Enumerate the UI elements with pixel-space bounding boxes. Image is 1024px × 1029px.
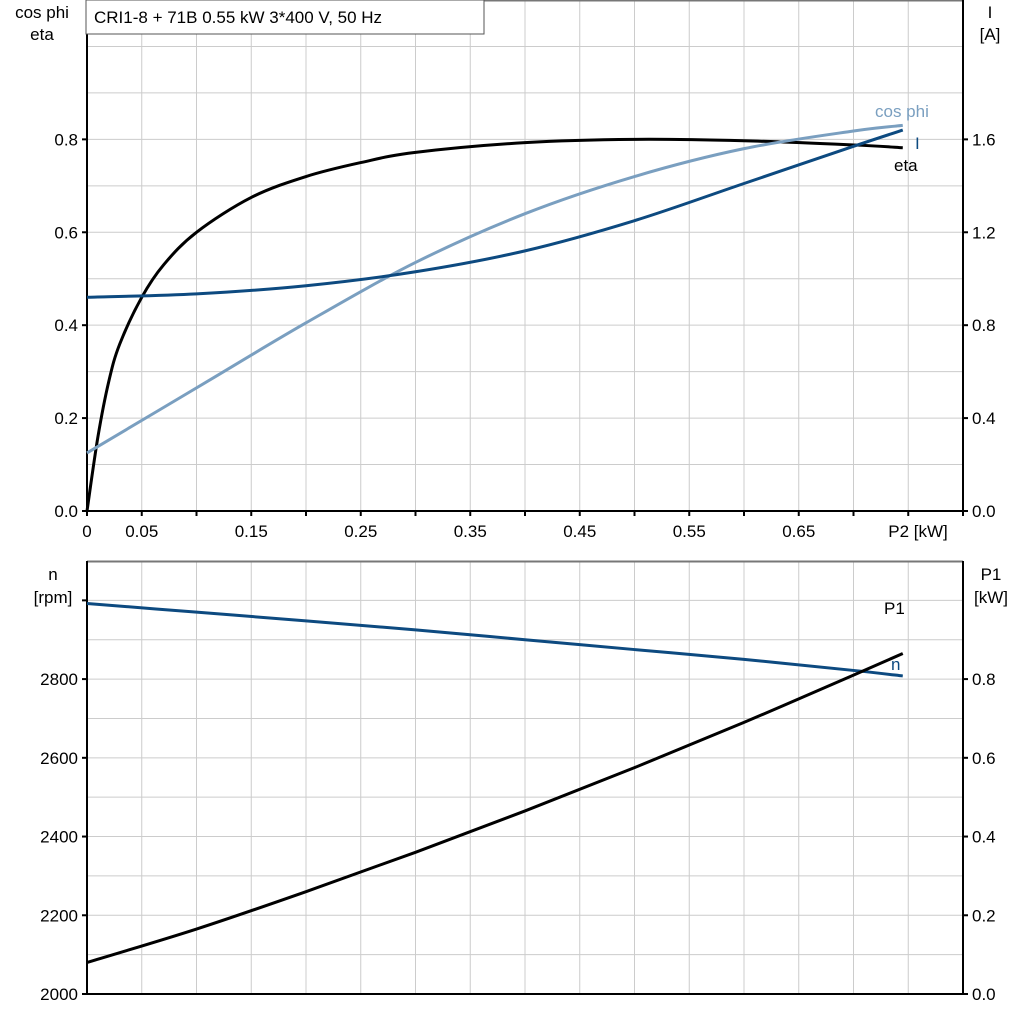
series-label-eta: eta bbox=[894, 156, 918, 175]
x-tick-label: 0 bbox=[82, 522, 91, 541]
series-line-I bbox=[86, 128, 904, 299]
y-tick-label-right: 0.4 bbox=[972, 828, 996, 847]
series-label-n: n bbox=[891, 655, 900, 674]
y-right-label-top-1: I bbox=[988, 3, 993, 22]
series bbox=[85, 123, 904, 964]
y-right-label-bot-1: P1 bbox=[981, 565, 1002, 584]
x-tick-label: 0.25 bbox=[344, 522, 377, 541]
x-tick-label: 0.05 bbox=[125, 522, 158, 541]
y-tick-label-right: 0.0 bbox=[972, 502, 996, 521]
y-tick-label-left: 2200 bbox=[40, 906, 78, 925]
y-tick-label-left: 0.4 bbox=[54, 316, 78, 335]
series-label-I: I bbox=[915, 134, 920, 153]
y-right-label-top-2: [A] bbox=[980, 25, 1001, 44]
grid-bottom bbox=[87, 561, 963, 994]
y-tick-label-right: 0.6 bbox=[972, 749, 996, 768]
series-line-P1 bbox=[86, 652, 904, 964]
series-line-eta bbox=[85, 137, 903, 512]
series-line-cos-phi bbox=[86, 123, 903, 455]
y-tick-label-left: 0.2 bbox=[54, 409, 78, 428]
y-tick-label-left: 2000 bbox=[40, 985, 78, 1004]
y-tick-label-left: 2800 bbox=[40, 670, 78, 689]
labels: CRI1-8 + 71B 0.55 kW 3*400 V, 50 Hz cos … bbox=[15, 0, 1008, 674]
title-box bbox=[85, 0, 485, 35]
axes: 0.0 0.2 0.4 0.6 0.8 0.0 0.4 0.8 1.2 1.6 0 0.05 0.15 0… bbox=[40, 0, 996, 1004]
x-axis-label: P2 [kW] bbox=[888, 522, 948, 541]
x-tick-label: 0.45 bbox=[563, 522, 596, 541]
y-tick-label-left: 0.0 bbox=[54, 502, 78, 521]
y-tick-label-left: 0.8 bbox=[54, 130, 78, 149]
series-line-n bbox=[86, 602, 903, 678]
series-label-P1: P1 bbox=[884, 599, 905, 618]
chart-title: CRI1-8 + 71B 0.55 kW 3*400 V, 50 Hz bbox=[94, 8, 382, 27]
y-tick-label-right: 0.0 bbox=[972, 985, 996, 1004]
y-tick-label-right: 1.6 bbox=[972, 130, 996, 149]
y-tick-label-left: 0.6 bbox=[54, 223, 78, 242]
series-label-cos-phi: cos phi bbox=[875, 102, 929, 121]
y-right-label-bot-2: [kW] bbox=[974, 588, 1008, 607]
y-left-label-top-1: cos phi bbox=[15, 3, 69, 22]
y-tick-label-right: 0.2 bbox=[972, 906, 996, 925]
x-tick-label: 0.15 bbox=[235, 522, 268, 541]
y-left-label-bot-2: [rpm] bbox=[34, 588, 73, 607]
y-tick-label-right: 0.8 bbox=[972, 670, 996, 689]
y-tick-label-right: 0.8 bbox=[972, 316, 996, 335]
y-tick-label-right: 0.4 bbox=[972, 409, 996, 428]
x-tick-label: 0.65 bbox=[782, 522, 815, 541]
y-tick-label-left: 2600 bbox=[40, 749, 78, 768]
x-tick-label: 0.55 bbox=[673, 522, 706, 541]
y-left-label-bot-1: n bbox=[48, 565, 57, 584]
y-tick-label-right: 1.2 bbox=[972, 223, 996, 242]
x-tick-label: 0.35 bbox=[454, 522, 487, 541]
y-left-label-top-2: eta bbox=[30, 25, 54, 44]
grid-top bbox=[87, 0, 963, 511]
y-tick-label-left: 2400 bbox=[40, 828, 78, 847]
